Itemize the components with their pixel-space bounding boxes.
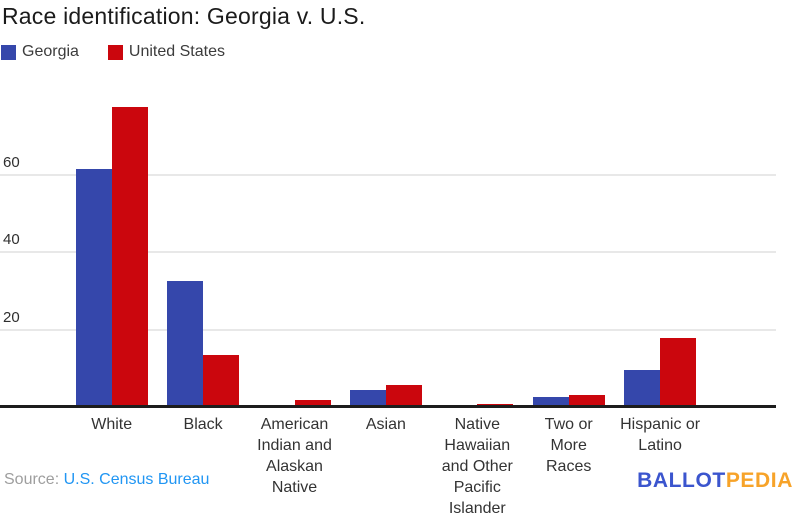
legend-label-united-states: United States: [128, 43, 225, 60]
gridline-20: [0, 328, 776, 331]
chart-title: Race identification: Georgia v. U.S.: [2, 3, 366, 29]
x-axis-label-black: Black: [183, 416, 223, 433]
bar-georgia-asian: [349, 390, 386, 407]
legend: Georgia United States: [1, 43, 225, 61]
x-axis-label-two-or-more-races: Two or More Races: [544, 416, 593, 475]
legend-label-georgia: Georgia: [22, 43, 79, 60]
ballotpedia-logo-ballot: BALLOT: [637, 469, 726, 492]
bar-georgia-white: [75, 168, 112, 407]
bar-georgia-two-or-more-races: [532, 397, 569, 407]
gridline-60: [0, 173, 776, 176]
bar-united-states-american-indian-and-alaskan-native: [294, 400, 331, 407]
bar-united-states-hispanic-or-latino: [660, 337, 697, 407]
y-tick-label-40: 40: [3, 231, 20, 248]
legend-swatch-united-states: [107, 44, 123, 60]
ballotpedia-logo: BALLOTPEDIA: [637, 469, 793, 493]
source-line: Source: U.S. Census Bureau: [4, 471, 209, 489]
bar-georgia-black: [167, 281, 204, 407]
bar-united-states-white: [111, 107, 148, 407]
source-prefix: Source:: [4, 471, 60, 488]
x-axis-line: [0, 405, 776, 408]
bar-united-states-black: [203, 355, 240, 407]
ballotpedia-logo-pedia: PEDIA: [725, 469, 793, 492]
legend-swatch-georgia: [1, 44, 16, 60]
x-axis-label-american-indian-and-alaskan-native: American Indian and Alaskan Native: [257, 416, 332, 496]
gridline-40: [0, 251, 776, 253]
x-axis-label-asian: Asian: [365, 416, 406, 433]
bar-georgia-hispanic-or-latino: [624, 370, 661, 407]
y-tick-label-20: 20: [3, 308, 20, 326]
legend-item-georgia: Georgia: [1, 43, 79, 61]
x-axis-label-hispanic-or-latino: Hispanic or Latino: [620, 416, 701, 454]
bar-united-states-two-or-more-races: [568, 395, 605, 407]
legend-item-united-states: United States: [107, 43, 225, 61]
y-tick-label-60: 60: [3, 153, 20, 171]
x-axis-label-native-hawaiian-and-other-pacific-islander: Native Hawaiian and Other Pacific Island…: [441, 416, 513, 517]
bar-united-states-asian: [385, 384, 422, 407]
source-link[interactable]: U.S. Census Bureau: [63, 471, 210, 488]
x-axis-label-white: White: [91, 416, 133, 433]
